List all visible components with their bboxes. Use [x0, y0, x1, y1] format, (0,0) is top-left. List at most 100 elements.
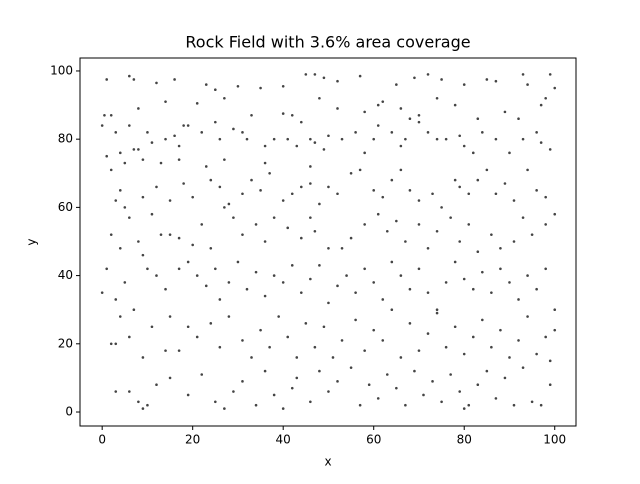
- rock: [453, 325, 457, 329]
- rock: [408, 117, 412, 121]
- x-tick-label: 80: [457, 433, 472, 447]
- rock: [295, 356, 299, 359]
- rock: [476, 117, 480, 121]
- rock: [137, 240, 140, 243]
- rock: [123, 281, 127, 284]
- rock: [426, 291, 430, 294]
- rock: [494, 137, 498, 141]
- rock: [318, 96, 321, 100]
- rock: [150, 212, 154, 216]
- rock: [141, 253, 145, 257]
- rock: [304, 322, 308, 325]
- rock: [168, 233, 172, 236]
- rock: [227, 281, 231, 284]
- rock: [494, 397, 498, 400]
- rock: [182, 182, 185, 185]
- rock: [458, 240, 461, 243]
- rock: [530, 400, 534, 404]
- rock: [512, 240, 516, 243]
- rock: [141, 158, 145, 161]
- rock: [109, 113, 113, 117]
- rock: [218, 298, 222, 301]
- rock: [367, 383, 371, 387]
- rock: [399, 356, 403, 359]
- rock: [481, 270, 484, 274]
- rock: [376, 212, 380, 216]
- rock: [363, 349, 366, 352]
- rock: [309, 182, 312, 185]
- x-tick-label: 20: [185, 433, 200, 447]
- rock: [435, 137, 439, 141]
- rock: [309, 216, 312, 219]
- rock: [395, 219, 398, 223]
- rock: [223, 206, 226, 209]
- rock: [322, 148, 326, 151]
- rock: [299, 185, 303, 189]
- rock: [435, 311, 439, 315]
- rock: [137, 400, 140, 404]
- rock: [177, 144, 181, 148]
- rock: [327, 390, 330, 393]
- rock: [453, 178, 457, 182]
- rock: [218, 137, 222, 141]
- rock: [431, 380, 434, 383]
- rock: [281, 281, 285, 284]
- rock: [186, 393, 190, 397]
- rock: [535, 131, 538, 134]
- rock: [137, 107, 140, 110]
- rock: [114, 131, 118, 134]
- rock: [458, 134, 461, 138]
- rock: [195, 335, 199, 339]
- rock: [526, 315, 529, 318]
- rock: [123, 161, 127, 165]
- rock: [177, 349, 181, 352]
- rock: [309, 165, 312, 168]
- rock: [254, 403, 258, 407]
- rock: [462, 144, 466, 148]
- rock: [263, 161, 267, 165]
- rock: [232, 216, 235, 219]
- rock: [435, 96, 439, 100]
- rock: [313, 73, 317, 76]
- rock: [118, 151, 122, 155]
- rock: [336, 284, 339, 288]
- rock: [322, 325, 326, 329]
- rock: [263, 294, 267, 298]
- rock: [390, 260, 394, 264]
- rock: [512, 403, 516, 407]
- rock: [467, 192, 471, 196]
- rock: [322, 76, 326, 80]
- x-tick-label: 40: [276, 433, 291, 447]
- rock: [327, 185, 330, 189]
- rock: [191, 243, 194, 247]
- plot-frame: [79, 57, 577, 427]
- rock: [395, 386, 398, 390]
- rock: [146, 403, 149, 407]
- rock: [327, 247, 330, 250]
- rock: [132, 148, 136, 151]
- rock: [481, 318, 484, 322]
- rock: [105, 78, 109, 81]
- rock: [186, 260, 190, 264]
- rock: [241, 380, 244, 383]
- rock: [372, 328, 376, 332]
- rock: [105, 154, 109, 158]
- rock: [277, 315, 280, 318]
- rock: [494, 192, 498, 196]
- rock: [105, 267, 109, 271]
- rock: [241, 339, 244, 342]
- rock: [155, 185, 158, 189]
- rock: [155, 81, 158, 85]
- rock: [128, 335, 131, 339]
- rock: [103, 113, 106, 117]
- rock: [223, 158, 226, 161]
- rock: [408, 287, 412, 291]
- rock: [132, 78, 136, 81]
- rock: [186, 325, 190, 329]
- rock: [363, 151, 366, 155]
- rock: [426, 73, 430, 76]
- rock: [128, 390, 131, 393]
- rock: [444, 137, 448, 141]
- rock: [499, 247, 502, 250]
